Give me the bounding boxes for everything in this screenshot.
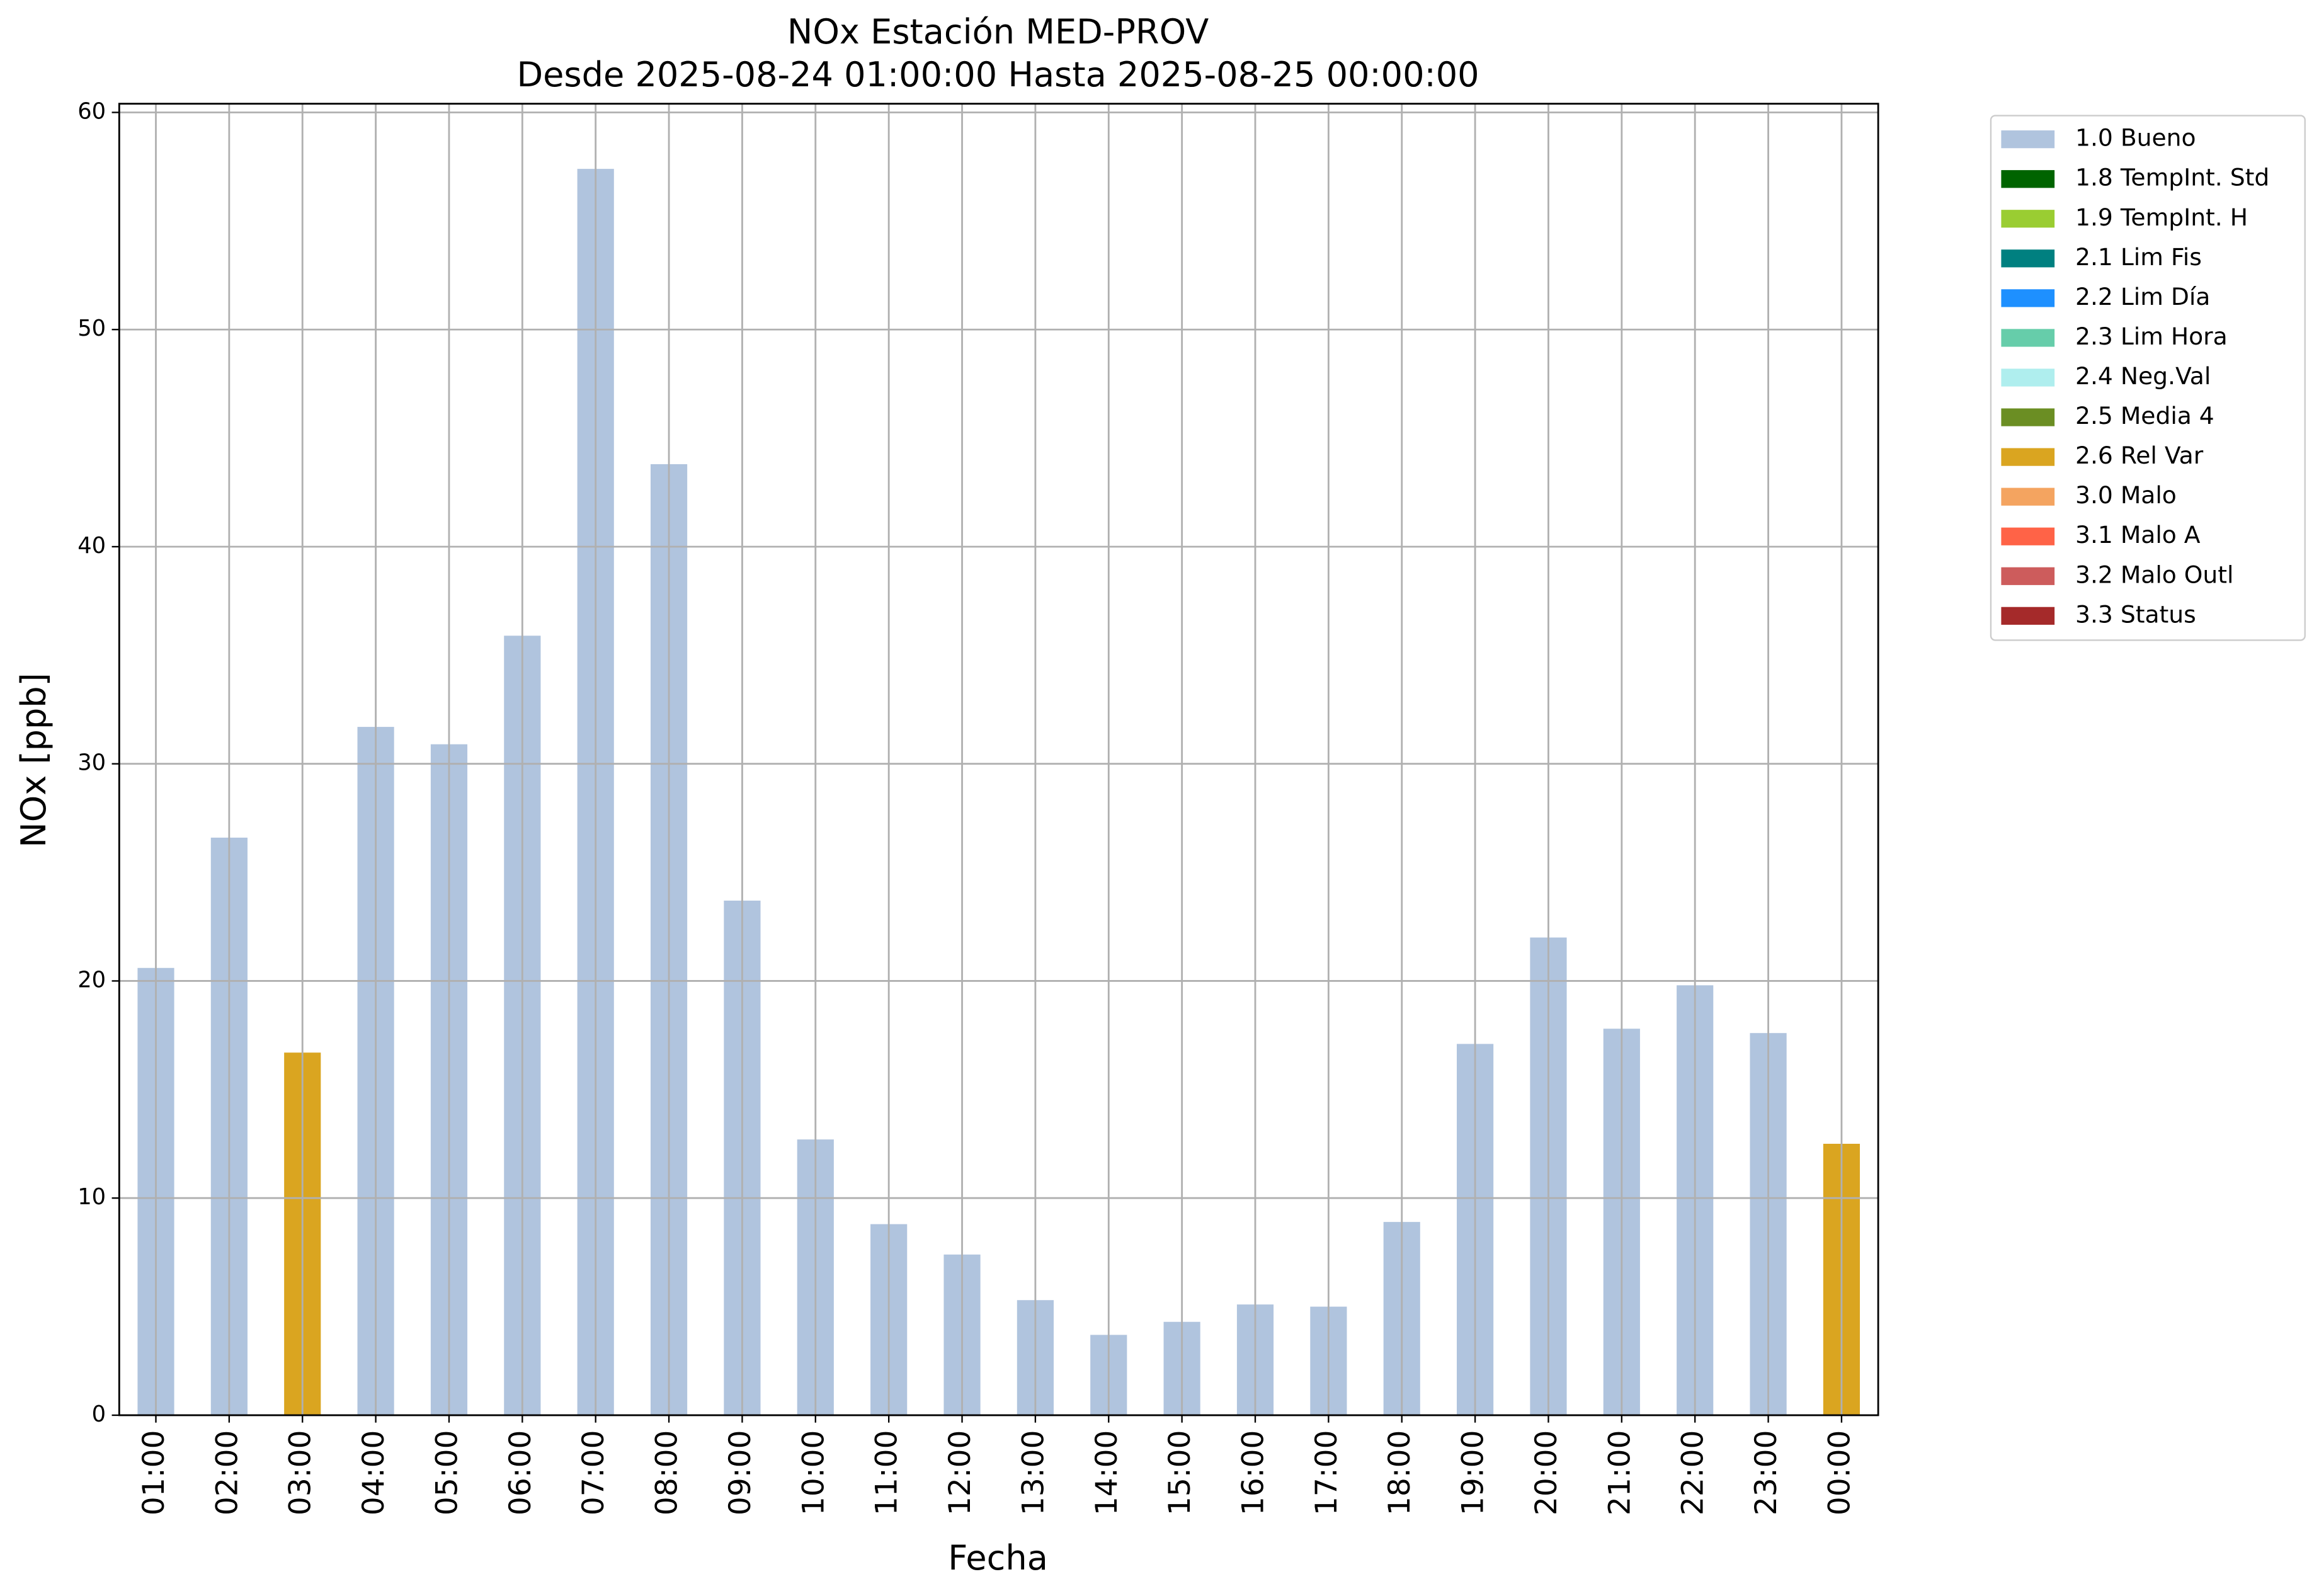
y-tick-label: 60 [77,98,106,124]
y-axis-label: NOx [ppb] [14,673,54,848]
legend-label: 3.1 Malo A [2075,521,2201,549]
legend-label: 3.3 Status [2075,600,2196,628]
x-tick-label: 11:00 [870,1430,904,1515]
x-tick-label: 03:00 [283,1430,318,1515]
legend-swatch [2001,607,2055,625]
legend-swatch [2001,170,2055,188]
legend-label: 3.0 Malo [2075,481,2177,509]
x-tick-label: 21:00 [1602,1430,1637,1515]
legend-label: 2.4 Neg.Val [2075,362,2211,390]
x-tick-label: 12:00 [943,1430,977,1515]
x-tick-label: 06:00 [503,1430,538,1515]
legend-swatch [2001,210,2055,228]
x-tick-label: 16:00 [1236,1430,1271,1515]
x-tick-label: 14:00 [1090,1430,1124,1515]
legend-box [1990,115,2306,641]
legend-label: 2.3 Lim Hora [2075,322,2228,350]
legend-swatch [2001,368,2055,387]
x-tick-label: 17:00 [1309,1430,1344,1515]
legend-label: 2.2 Lim Día [2075,283,2210,311]
x-tick-label: 23:00 [1749,1430,1784,1515]
legend-swatch [2001,448,2055,466]
legend-label: 2.6 Rel Var [2075,442,2204,469]
legend-swatch [2001,487,2055,506]
plot-frame [118,103,1879,1416]
y-tick-label: 30 [77,750,106,776]
chart-subtitle: Desde 2025-08-24 01:00:00 Hasta 2025-08-… [516,55,1479,94]
y-tick-label: 10 [77,1184,106,1210]
x-tick-label: 20:00 [1529,1430,1564,1515]
y-tick-label: 20 [77,967,106,993]
x-tick-label: 00:00 [1822,1430,1857,1515]
x-tick-label: 04:00 [356,1430,391,1515]
chart-title: NOx Estación MED-PROV [787,12,1209,52]
x-tick-label: 07:00 [576,1430,611,1515]
y-tick-label: 40 [77,533,106,559]
x-tick-label: 15:00 [1163,1430,1197,1515]
x-tick-label: 09:00 [723,1430,758,1515]
x-tick-label: 22:00 [1676,1430,1711,1515]
x-axis-label: Fecha [948,1538,1048,1578]
x-tick-label: 13:00 [1016,1430,1051,1515]
x-tick-label: 08:00 [650,1430,685,1515]
legend-swatch [2001,329,2055,347]
y-tick-label: 50 [77,316,106,341]
legend-label: 3.2 Malo Outl [2075,561,2233,588]
x-tick-label: 10:00 [796,1430,831,1515]
x-tick-label: 18:00 [1382,1430,1417,1515]
legend-label: 1.0 Bueno [2075,124,2196,152]
legend-swatch [2001,249,2055,268]
legend-swatch [2001,130,2055,149]
x-tick-label: 02:00 [210,1430,244,1515]
x-tick-label: 05:00 [430,1430,464,1515]
legend-label: 1.9 TempInt. H [2075,203,2248,231]
x-tick-label: 19:00 [1456,1430,1491,1515]
legend-label: 1.8 TempInt. Std [2075,164,2269,191]
legend-label: 2.5 Media 4 [2075,402,2214,430]
legend-swatch [2001,289,2055,307]
legend-swatch [2001,527,2055,545]
legend-swatch [2001,567,2055,585]
x-tick-label: 01:00 [137,1430,171,1515]
legend-label: 2.1 Lim Fis [2075,243,2202,271]
legend-swatch [2001,408,2055,426]
y-tick-label: 0 [92,1401,106,1427]
